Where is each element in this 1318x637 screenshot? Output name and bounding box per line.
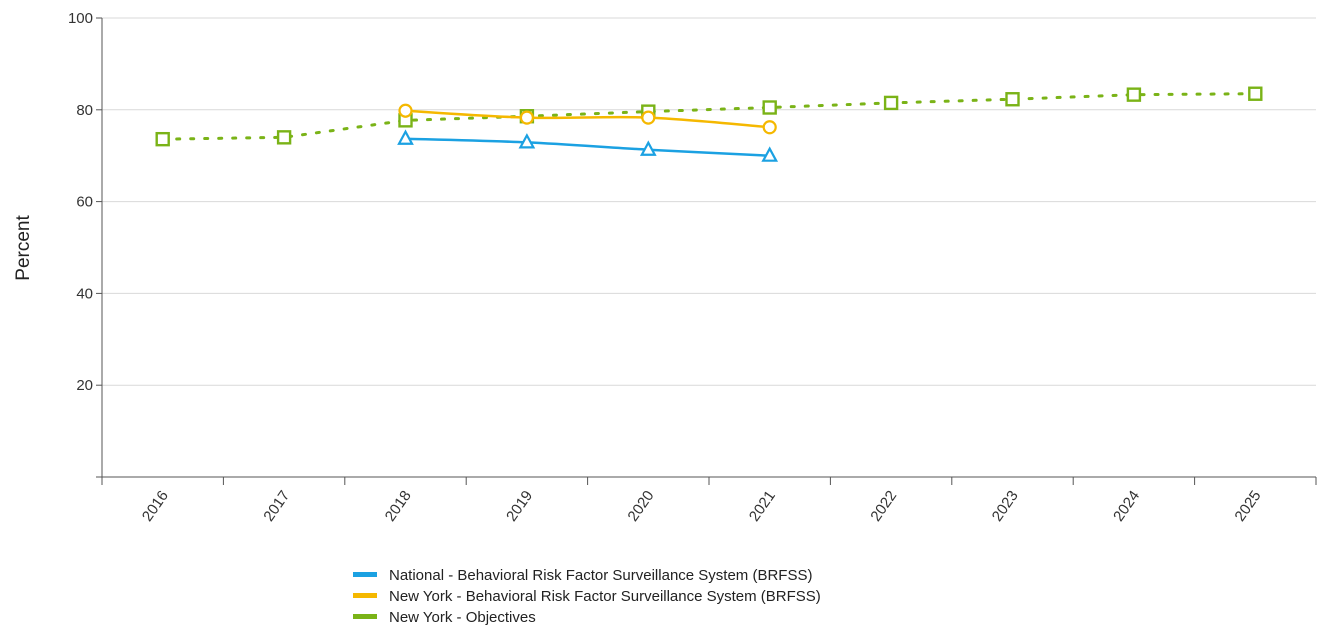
point-1-2020: [641, 110, 656, 125]
point-0-2019: [518, 133, 536, 149]
gridlines: [102, 17, 1316, 386]
legend-swatch-1: [353, 593, 377, 598]
legend-swatch-2: [353, 614, 377, 619]
point-2-2021: [762, 100, 777, 115]
x-tick-label-2024: 2024: [1110, 488, 1143, 525]
x-tick-label-2019: 2019: [503, 488, 536, 525]
x-tick-label-2021: 2021: [746, 488, 779, 525]
point-1-2021: [762, 120, 777, 135]
y-tick-label-100: 100: [68, 10, 93, 27]
legend-label-2: New York - Objectives: [389, 609, 536, 626]
legend-item-2: New York - Objectives: [353, 609, 536, 626]
point-1-2019: [519, 110, 535, 125]
x-tick-label-2023: 2023: [989, 488, 1022, 525]
y-tick-label-80: 80: [76, 102, 93, 119]
x-tick-label-2020: 2020: [625, 488, 658, 525]
point-0-2020: [639, 140, 657, 156]
point-2-2025: [1248, 86, 1263, 101]
point-0-2018: [397, 129, 414, 145]
point-2-2024: [1126, 87, 1142, 102]
x-tick-label-2016: 2016: [139, 488, 172, 525]
series-line-0: [405, 137, 770, 157]
series-line-2: [161, 92, 1257, 141]
y-tick-label-60: 60: [76, 194, 93, 211]
point-2-2023: [1005, 92, 1020, 107]
x-tick-label-2018: 2018: [382, 488, 415, 525]
series-line-1: [405, 109, 770, 129]
x-tick-label-2022: 2022: [867, 488, 900, 525]
series-1: [398, 103, 777, 135]
legend-item-0: National - Behavioral Risk Factor Survei…: [353, 567, 812, 584]
series-layer: [155, 86, 1263, 162]
point-1-2018: [398, 103, 413, 118]
axes: [101, 18, 1316, 478]
point-0-2021: [761, 146, 779, 162]
series-2: [155, 86, 1263, 147]
legend-swatch-0: [353, 572, 377, 577]
point-2-2017: [276, 130, 292, 145]
series-0: [397, 129, 779, 162]
x-tick-label-2025: 2025: [1232, 488, 1265, 525]
legend-label-0: National - Behavioral Risk Factor Survei…: [389, 567, 812, 584]
x-axis-ticks: 2016 2017 2018 2019 2020 2021 2022 2023 2024 2025: [101, 477, 1317, 525]
x-tick-label-2017: 2017: [260, 488, 293, 525]
legend: National - Behavioral Risk Factor Survei…: [353, 567, 821, 626]
y-tick-label-40: 40: [76, 285, 93, 302]
point-2-2016: [155, 131, 170, 147]
legend-item-1: New York - Behavioral Risk Factor Survei…: [353, 588, 821, 605]
y-tick-label-20: 20: [76, 377, 93, 394]
y-axis-ticks: 20 40 60 80 100: [68, 10, 102, 478]
y-axis-title: Percent: [13, 215, 34, 281]
point-2-2022: [883, 95, 899, 111]
legend-label-1: New York - Behavioral Risk Factor Survei…: [389, 588, 821, 605]
